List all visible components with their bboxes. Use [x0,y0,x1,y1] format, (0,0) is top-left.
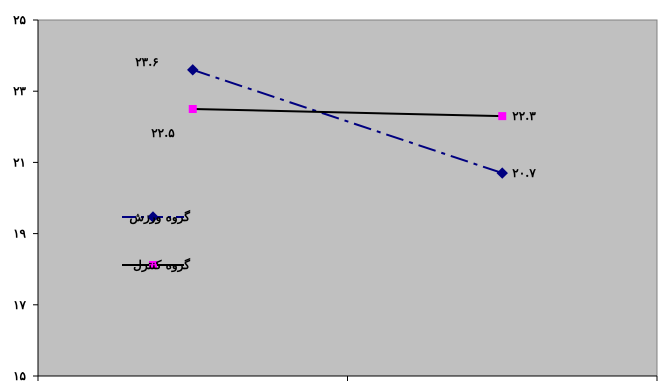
y-axis-ticks: ۱۵ ۱۷ ۱۹ ۲۱ ۲۳ ۲۵ [13,13,38,381]
y-tick-label: ۱۵ [13,369,26,381]
series-2-point [498,112,507,121]
data-label: ۲۲.۳ [512,109,536,123]
y-tick-label: ۱۹ [13,227,26,241]
series-layer [187,64,508,179]
data-labels: ۲۳.۶ ۲۰.۷ ۲۲.۵ ۲۲.۳ [135,55,536,180]
series-1-point [187,64,199,76]
y-tick-label: ۱۷ [13,298,26,312]
legend: گروه ورزش گروه کنترل [122,209,190,273]
x-axis-ticks [37,376,658,381]
data-label: ۲۰.۷ [512,166,536,180]
y-tick-label: ۲۱ [13,155,26,169]
legend-marker-2 [149,261,157,269]
data-label: ۲۳.۶ [135,55,159,69]
legend-marker-1 [147,211,159,223]
data-label: ۲۲.۵ [151,126,175,140]
series-1-point [496,167,508,179]
series-line-2 [192,108,503,118]
y-tick-label: ۲۵ [13,13,26,27]
legend-label-1: گروه ورزش [129,209,190,225]
y-tick-label: ۲۳ [13,84,26,98]
legend-label-2: گروه کنترل [133,257,190,273]
plot-area [37,19,658,377]
series-2-point [188,105,197,113]
series-line-1 [192,68,503,175]
